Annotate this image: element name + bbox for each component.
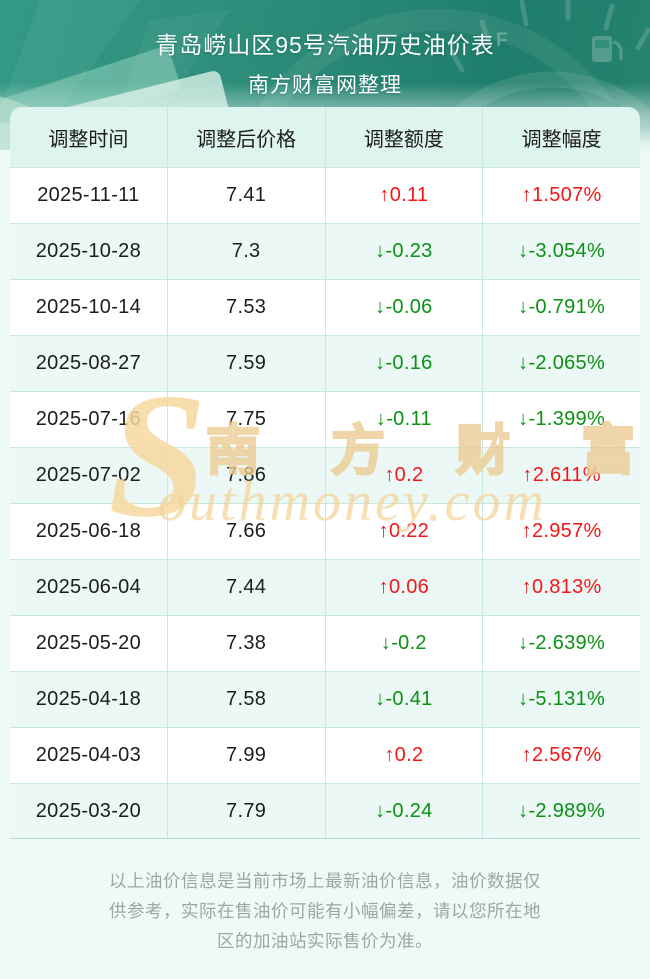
pct-cell: ↓-5.131% (518, 688, 606, 710)
table-row: 2025-07-02 7.86 ↑0.2 ↑2.611% (10, 447, 640, 503)
change-cell: ↓-0.24 (326, 784, 484, 838)
change-cell: ↑0.06 (326, 560, 484, 615)
table-row: 2025-07-16 7.75 ↓-0.11 ↓-1.399% (10, 391, 640, 447)
pct-cell: ↑2.611% (522, 464, 601, 486)
price-cell: 7.99 (168, 728, 326, 783)
table-row: 2025-04-03 7.99 ↑0.2 ↑2.567% (10, 727, 640, 783)
banner-titles: 青岛崂山区95号汽油历史油价表 南方财富网整理 (0, 0, 650, 99)
date-cell: 2025-10-28 (10, 224, 168, 279)
price-cell: 7.86 (168, 448, 326, 503)
column-header: 调整后价格 (168, 107, 326, 167)
price-cell: 7.53 (168, 280, 326, 335)
date-cell: 2025-04-18 (10, 672, 168, 727)
table-row: 2025-03-20 7.79 ↓-0.24 ↓-2.989% (10, 783, 640, 839)
page-title: 青岛崂山区95号汽油历史油价表 (155, 32, 495, 58)
pct-cell: ↑2.957% (521, 520, 602, 542)
pct-cell: ↑1.507% (521, 184, 602, 206)
gauge-f-label: F (496, 30, 508, 51)
table-row: 2025-11-11 7.41 ↑0.11 ↑1.507% (10, 167, 640, 223)
price-table: 调整时间 调整后价格 调整额度 调整幅度 2025-11-11 7.41 ↑0.11 ↑1.… (10, 107, 640, 839)
change-cell: ↓-0.16 (326, 336, 484, 391)
column-header: 调整幅度 (521, 128, 602, 151)
date-cell: 2025-06-18 (10, 504, 168, 559)
price-cell: 7.44 (168, 560, 326, 615)
column-header: 调整额度 (326, 107, 484, 167)
date-cell: 2025-05-20 (10, 616, 168, 671)
disclaimer-line: 供参考，实际在售油价可能有小幅偏差，请以您所在地 (109, 901, 541, 921)
date-cell: 2025-06-04 (10, 560, 168, 615)
price-cell: 7.66 (168, 504, 326, 559)
pct-cell: ↑0.813% (521, 576, 602, 598)
table-header-row: 调整时间 调整后价格 调整额度 调整幅度 (10, 107, 640, 167)
date-cell: 2025-07-02 (10, 448, 168, 503)
change-cell: ↑0.11 (326, 168, 484, 223)
price-cell: 7.3 (168, 224, 326, 279)
pct-cell: ↓-2.065% (518, 352, 606, 374)
table-row: 2025-05-20 7.38 ↓-0.2 ↓-2.639% (10, 615, 640, 671)
table-row: 2025-06-18 7.66 ↑0.22 ↑2.957% (10, 503, 640, 559)
table-row: 2025-08-27 7.59 ↓-0.16 ↓-2.065% (10, 335, 640, 391)
change-cell: ↓-0.06 (326, 280, 484, 335)
date-cell: 2025-07-16 (10, 392, 168, 447)
disclaimer-text: 以上油价信息是当前市场上最新油价信息，油价数据仅 供参考，实际在售油价可能有小幅… (65, 866, 585, 956)
price-cell: 7.75 (168, 392, 326, 447)
change-cell: ↓-0.11 (326, 392, 484, 447)
price-cell: 7.38 (168, 616, 326, 671)
pct-cell: ↓-3.054% (518, 240, 606, 262)
price-cell: 7.58 (168, 672, 326, 727)
date-cell: 2025-03-20 (10, 784, 168, 838)
disclaimer-line: 区的加油站实际售价为准。 (217, 931, 433, 951)
table-row: 2025-04-18 7.58 ↓-0.41 ↓-5.131% (10, 671, 640, 727)
table-row: 2025-10-28 7.3 ↓-0.23 ↓-3.054% (10, 223, 640, 279)
pct-cell: ↓-2.989% (518, 799, 606, 822)
change-cell: ↑0.2 (326, 728, 484, 783)
pct-cell: ↓-0.791% (518, 296, 606, 318)
column-header: 调整时间 (10, 107, 168, 167)
disclaimer-line: 以上油价信息是当前市场上最新油价信息，油价数据仅 (109, 871, 541, 891)
date-cell: 2025-11-11 (10, 168, 168, 223)
change-cell: ↑0.22 (326, 504, 484, 559)
table-row: 2025-06-04 7.44 ↑0.06 ↑0.813% (10, 559, 640, 615)
table-row: 2025-10-14 7.53 ↓-0.06 ↓-0.791% (10, 279, 640, 335)
page-subtitle: 南方财富网整理 (248, 74, 402, 97)
fuel-pump-icon (592, 36, 623, 62)
price-cell: 7.59 (168, 336, 326, 391)
pct-cell: ↑2.567% (521, 744, 602, 766)
date-cell: 2025-08-27 (10, 336, 168, 391)
change-cell: ↑0.2 (326, 448, 484, 503)
pct-cell: ↓-2.639% (518, 632, 606, 654)
pct-cell: ↓-1.399% (518, 408, 606, 430)
price-cell: 7.79 (168, 784, 326, 838)
change-cell: ↓-0.23 (326, 224, 484, 279)
price-cell: 7.41 (168, 168, 326, 223)
date-cell: 2025-10-14 (10, 280, 168, 335)
change-cell: ↓-0.41 (326, 672, 484, 727)
change-cell: ↓-0.2 (326, 616, 484, 671)
table-body: 2025-11-11 7.41 ↑0.11 ↑1.507% 2025-10-28 7.3 ↓… (10, 167, 640, 839)
date-cell: 2025-04-03 (10, 728, 168, 783)
